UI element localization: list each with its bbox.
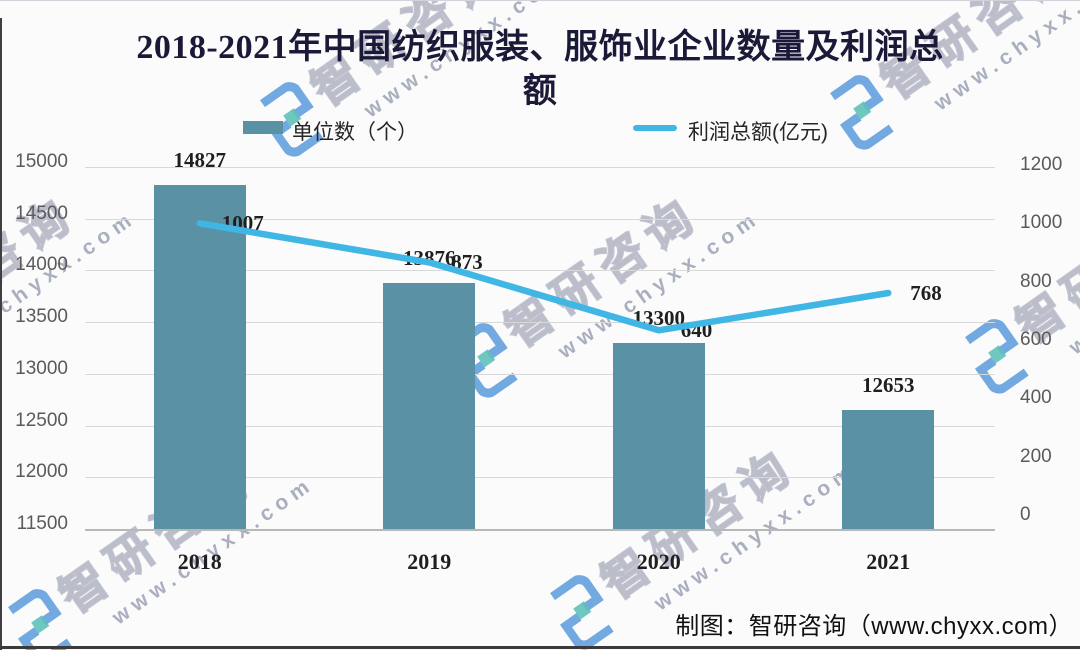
line-value-label: 640 <box>680 318 713 343</box>
line-value-label: 768 <box>910 281 942 305</box>
bar-2019 <box>383 283 476 529</box>
gridline <box>85 477 995 479</box>
chart-title-line2: 额 <box>522 73 558 110</box>
right-axis-tick: 400 <box>1020 387 1052 409</box>
legend-bar-label: 单位数（个） <box>292 121 418 144</box>
x-axis-label-2018: 2018 <box>177 549 222 574</box>
left-axis-tick: 13000 <box>15 357 68 379</box>
left-axis-tick: 14000 <box>15 254 68 276</box>
left-axis-tick: 12000 <box>15 461 68 483</box>
legend-line-label: 利润总额(亿元) <box>688 121 828 144</box>
top-border <box>0 0 1080 1</box>
bottom-border <box>0 646 1080 649</box>
bar-2020 <box>612 342 705 529</box>
x-axis-label-2021: 2021 <box>866 549 911 574</box>
line-value-label: 873 <box>451 250 483 275</box>
legend-line-swatch-icon <box>633 125 677 131</box>
right-axis-tick: 600 <box>1020 329 1052 350</box>
bar-value-label: 12653 <box>862 372 915 397</box>
right-axis-tick: 0 <box>1020 504 1031 525</box>
legend-bar-swatch-icon <box>243 121 283 134</box>
right-axis-tick: 1200 <box>1020 154 1063 175</box>
left-axis-tick: 14500 <box>15 202 68 224</box>
gridline <box>85 218 995 220</box>
left-axis-tick: 15000 <box>15 151 68 172</box>
left-border <box>0 18 2 650</box>
right-axis-tick: 800 <box>1020 270 1052 292</box>
chart-title-line1: 2018-2021年中国纺织服装、服饰业企业数量及利润总 <box>136 29 944 66</box>
gridline <box>85 167 995 168</box>
gridline <box>85 425 995 427</box>
left-axis-tick: 13500 <box>15 306 68 328</box>
left-axis-tick: 11500 <box>16 513 68 534</box>
x-axis-line <box>85 529 995 531</box>
left-axis-tick: 12500 <box>15 409 68 431</box>
bar-2018 <box>153 184 246 529</box>
line-value-label: 1007 <box>221 211 264 236</box>
gridline <box>85 373 995 375</box>
credit-text: 制图：智研咨询（www.chyxx.com） <box>675 613 1073 640</box>
x-axis-label-2019: 2019 <box>407 549 452 574</box>
right-axis-tick: 200 <box>1020 445 1052 467</box>
chart-title: 2018-2021年中国纺织服装、服饰业企业数量及利润总 额 <box>0 26 1080 114</box>
right-axis-tick: 1000 <box>1020 212 1063 234</box>
bar-2021 <box>842 409 935 529</box>
bar-value-label: 14827 <box>173 147 227 172</box>
x-axis-label-2020: 2020 <box>636 549 681 574</box>
